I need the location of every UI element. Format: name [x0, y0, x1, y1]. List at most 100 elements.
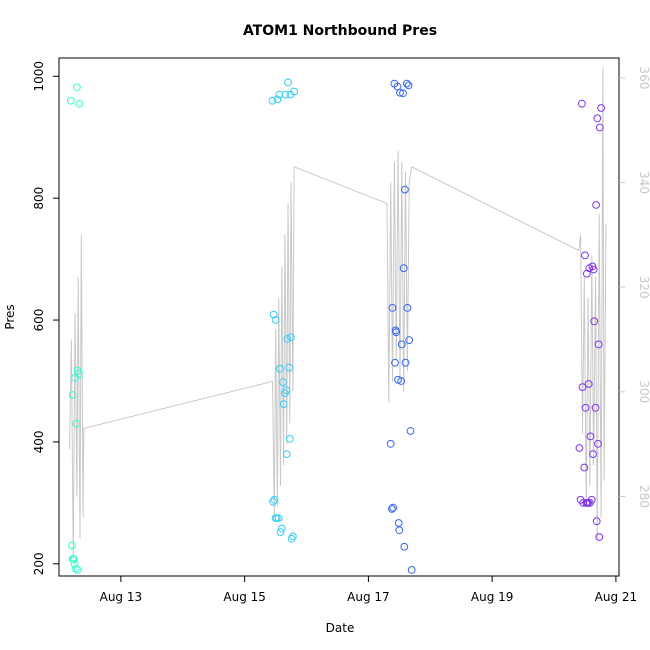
y2-tick-label: 340	[637, 171, 650, 194]
y-tick-label: 800	[32, 187, 46, 210]
x-axis-label: Date	[326, 621, 355, 635]
data-point-series-2	[268, 96, 277, 105]
data-point-series-1	[68, 541, 76, 550]
data-point-series-2	[277, 524, 286, 533]
y-axis-label: Pres	[3, 304, 17, 329]
data-point-series-2	[276, 364, 284, 373]
data-point-series-3	[396, 88, 404, 97]
y-tick-label: 600	[32, 309, 46, 332]
data-point-series-3	[391, 358, 399, 367]
y2-tick-label: 320	[637, 276, 650, 299]
data-point-series-2	[279, 378, 287, 387]
data-point-series-3	[388, 505, 396, 513]
data-point-series-4	[586, 432, 595, 441]
chart-title: ATOM1 Northbound Pres	[243, 23, 437, 39]
data-point-series-2	[285, 363, 294, 372]
data-point-series-3	[400, 542, 409, 551]
overlay-line-layer	[69, 67, 607, 560]
data-point-series-3	[401, 185, 409, 194]
data-point-series-4	[594, 439, 602, 448]
data-point-series-2	[284, 78, 292, 87]
data-point-series-2	[289, 532, 297, 541]
data-point-series-3	[399, 264, 408, 273]
data-point-series-4	[592, 517, 601, 526]
x-tick-label: Aug 19	[471, 590, 514, 604]
data-point-series-4	[575, 444, 584, 452]
data-point-series-2	[269, 310, 278, 319]
data-point-series-2	[271, 316, 280, 324]
data-point-series-4	[578, 99, 586, 108]
x-tick-label: Aug 17	[347, 590, 390, 604]
data-point-series-3	[399, 89, 407, 98]
x-tick-label: Aug 21	[595, 590, 638, 604]
data-point-series-3	[405, 336, 414, 345]
data-point-series-4	[589, 450, 597, 459]
y-tick-label: 1000	[32, 61, 46, 92]
data-point-series-4	[589, 265, 598, 274]
y2-tick-label: 360	[637, 66, 650, 89]
data-point-series-1	[71, 564, 80, 573]
data-point-series-4	[583, 499, 592, 507]
data-point-series-1	[73, 83, 81, 92]
data-point-series-2	[287, 333, 295, 342]
data-point-series-2	[283, 335, 292, 343]
data-point-series-4	[585, 264, 594, 273]
data-point-series-2	[279, 400, 288, 409]
data-point-series-2	[269, 497, 278, 506]
data-point-series-1	[73, 566, 82, 574]
data-point-series-1	[68, 391, 77, 399]
data-point-series-4	[581, 403, 590, 412]
y2-axis: 280 300 320 340 360	[619, 66, 650, 508]
data-point-series-2	[275, 90, 284, 99]
data-point-series-4	[590, 317, 599, 326]
data-point-series-4	[595, 533, 604, 541]
data-point-series-2	[282, 450, 291, 459]
data-point-series-2	[270, 495, 279, 504]
data-point-series-3	[401, 358, 410, 367]
data-point-series-2	[285, 435, 294, 443]
data-point-series-3	[397, 340, 406, 349]
data-point-series-3	[407, 566, 416, 574]
plot-frame	[58, 57, 620, 577]
x-axis: Aug 13 Aug 15 Aug 17 Aug 19 Aug 21	[100, 576, 638, 604]
data-point-series-1	[72, 419, 81, 428]
data-point-series-3	[406, 427, 415, 435]
data-point-series-1	[69, 555, 78, 563]
data-point-series-4	[584, 380, 593, 388]
data-point-series-3	[389, 503, 398, 512]
data-point-series-3	[388, 304, 397, 312]
data-points-layer	[66, 78, 605, 574]
data-point-series-4	[594, 340, 603, 349]
y-tick-label: 400	[32, 430, 46, 453]
data-point-series-4	[592, 201, 600, 209]
data-point-series-3	[403, 304, 412, 312]
data-point-series-2	[276, 528, 285, 536]
data-point-series-3	[392, 328, 401, 337]
data-point-series-4	[580, 463, 589, 472]
data-point-series-1	[66, 96, 75, 105]
data-point-series-4	[578, 383, 587, 392]
data-point-series-4	[591, 403, 600, 412]
data-point-series-4	[595, 123, 604, 132]
data-point-series-3	[404, 81, 413, 90]
data-point-series-3	[386, 439, 395, 448]
data-point-series-4	[597, 104, 605, 112]
data-point-series-2	[282, 386, 291, 395]
y-tick-label: 200	[32, 552, 46, 575]
overlay-series-line	[69, 67, 607, 560]
data-point-series-1	[70, 555, 78, 564]
data-point-series-1	[70, 559, 79, 568]
data-point-series-1	[74, 369, 83, 378]
data-point-series-4	[593, 114, 602, 123]
y2-tick-label: 280	[637, 485, 650, 508]
data-point-series-3	[402, 79, 411, 88]
data-point-series-2	[281, 90, 290, 99]
data-point-series-3	[394, 519, 403, 527]
data-point-series-2	[290, 87, 299, 96]
data-point-series-2	[274, 514, 283, 522]
data-point-series-3	[395, 526, 404, 535]
data-point-series-3	[397, 377, 406, 385]
data-point-series-2	[273, 95, 282, 104]
x-tick-label: Aug 13	[100, 590, 143, 604]
